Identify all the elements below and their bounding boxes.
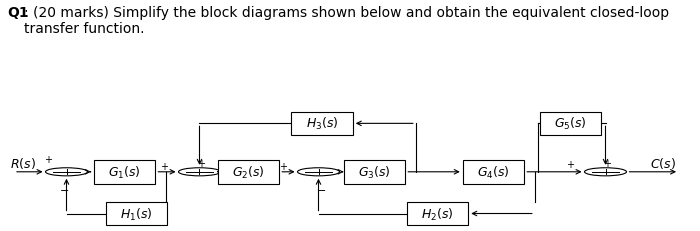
Bar: [407, 202, 468, 225]
Text: $+$: $+$: [603, 157, 612, 168]
Bar: [291, 112, 353, 136]
Circle shape: [298, 168, 340, 176]
Text: $H_2(s)$: $H_2(s)$: [421, 206, 454, 222]
Bar: [344, 160, 405, 184]
Text: $G_1(s)$: $G_1(s)$: [108, 164, 141, 180]
Circle shape: [584, 168, 626, 176]
Bar: [106, 202, 167, 225]
Text: Q1: Q1: [7, 6, 29, 19]
Text: $+$: $+$: [197, 157, 206, 168]
Circle shape: [178, 168, 220, 176]
Text: $G_5(s)$: $G_5(s)$: [554, 116, 587, 132]
Text: : (20 marks) Simplify the block diagrams shown below and obtain the equivalent c: : (20 marks) Simplify the block diagrams…: [24, 6, 669, 36]
Bar: [218, 160, 279, 184]
Bar: [540, 112, 601, 136]
Text: $H_1(s)$: $H_1(s)$: [120, 206, 153, 222]
Text: $R(s)$: $R(s)$: [10, 155, 36, 170]
Bar: [94, 160, 155, 184]
Bar: [463, 160, 524, 184]
Text: $-$: $-$: [316, 183, 326, 193]
Text: $H_3(s)$: $H_3(s)$: [306, 116, 338, 132]
Text: $+$: $+$: [45, 153, 53, 164]
Text: $+$: $+$: [566, 158, 575, 170]
Text: $G_2(s)$: $G_2(s)$: [232, 164, 265, 180]
Circle shape: [46, 168, 88, 176]
Text: $-$: $-$: [60, 183, 69, 193]
Text: $+$: $+$: [279, 160, 288, 171]
Text: $G_4(s)$: $G_4(s)$: [477, 164, 510, 180]
Text: $C(s)$: $C(s)$: [650, 155, 676, 170]
Text: $G_3(s)$: $G_3(s)$: [358, 164, 391, 180]
Text: $+$: $+$: [160, 160, 169, 171]
